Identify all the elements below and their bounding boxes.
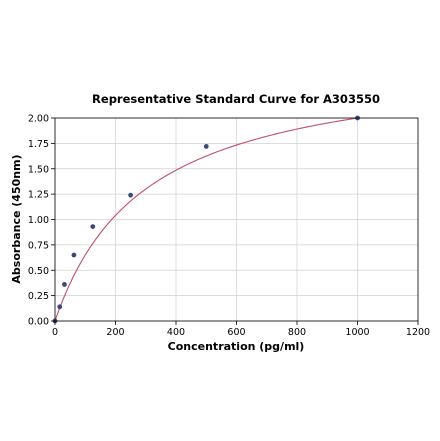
fit-curve-layer [54,117,358,322]
data-point [71,252,77,258]
data-point [90,224,96,230]
y-axis-label: Absorbance (450nm) [10,154,23,283]
fit-curve-line [54,117,358,322]
y-tick-label: 0.75 [28,240,49,251]
data-point [62,282,67,287]
data-point [128,192,134,198]
grid-lines [54,117,419,322]
y-tick-label: 0.50 [28,266,49,277]
y-tick-label: 0.25 [28,291,49,302]
x-tick-label: 1000 [345,327,369,338]
x-tick-label: 400 [167,327,185,338]
y-axis-ticks: 0.00 0.25 0.50 0.75 1.00 1.25 1.50 1.75 2.00 [28,114,55,328]
data-point [57,304,63,310]
y-tick-label: 1.00 [28,215,49,226]
y-tick-label: 1.50 [28,164,49,175]
x-tick-label: 0 [52,327,58,338]
y-tick-label: 0.00 [28,317,49,328]
x-tick-label: 200 [106,327,124,338]
y-tick-label: 1.25 [28,190,49,201]
data-point [203,144,209,149]
x-axis-ticks: 0 200 400 600 800 1000 1200 [52,321,430,338]
chart-title: Representative Standard Curve for A30355… [92,92,380,106]
x-tick-label: 1200 [406,327,430,338]
y-tick-label: 1.75 [28,139,49,150]
x-tick-label: 600 [227,327,245,338]
x-tick-label: 800 [288,327,306,338]
x-axis-label: Concentration (pg/ml) [168,340,305,353]
y-tick-label: 2.00 [28,114,49,125]
